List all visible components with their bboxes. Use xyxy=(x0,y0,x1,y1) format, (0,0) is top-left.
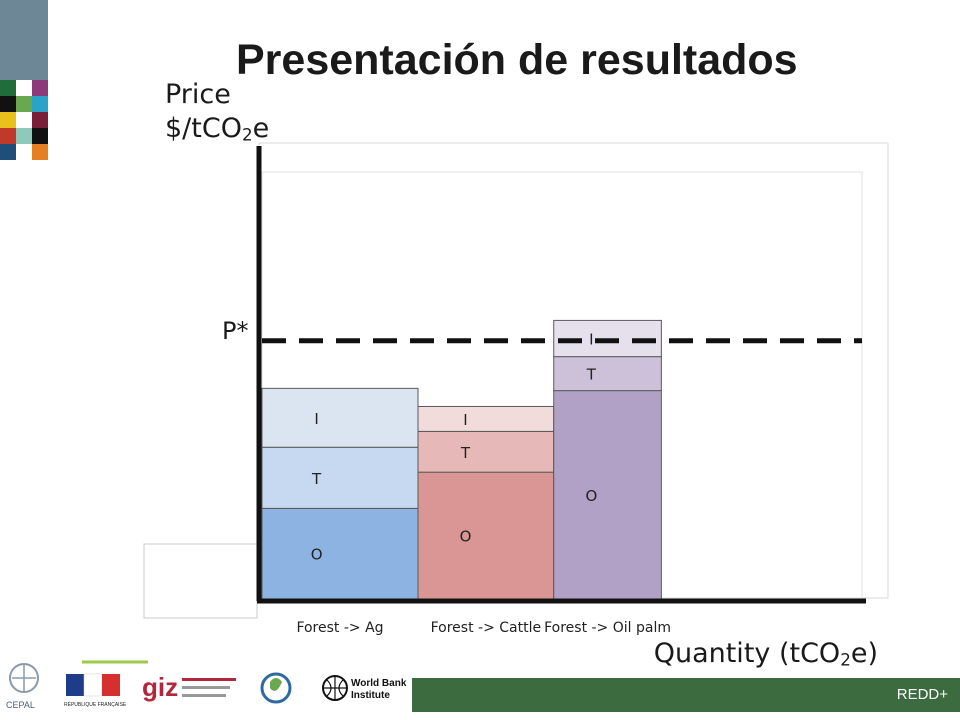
bar-segment-t-1 xyxy=(261,446,419,509)
y-axis-label: Price $/tCO2e xyxy=(165,78,269,151)
france-logo: RÉPUBLIQUE FRANÇAISE xyxy=(64,673,127,708)
bar-segment-t-2 xyxy=(417,430,555,473)
partner-logos: CEPAL RÉPUBLIQUE FRANÇAISE giz World Ban… xyxy=(6,660,407,710)
decorative-mosaic xyxy=(0,0,48,160)
bar-label-o-1: O xyxy=(311,546,323,564)
svg-text:World Bank: World Bank xyxy=(351,678,407,689)
bar-label-i-2: I xyxy=(463,411,467,429)
y-axis-label-line2: $/tCO2e xyxy=(165,113,270,145)
bar-segment-i-2 xyxy=(417,405,555,432)
footer-label: REDD+ xyxy=(896,686,948,703)
bar-label-t-2: T xyxy=(460,444,471,462)
svg-text:giz: giz xyxy=(142,672,178,702)
bar-segment-i-1 xyxy=(261,387,419,448)
bar-label-t-1: T xyxy=(311,470,322,488)
footer-bar: REDD+ xyxy=(412,678,960,712)
category-label-group: Forest -> Ag Forest -> Cattle Forest -> Oi… xyxy=(296,620,671,636)
bar-segment-o-1 xyxy=(261,507,419,600)
category-label-3: Forest -> Oil palm xyxy=(544,620,671,636)
y-axis-label-line1: Price xyxy=(165,79,231,110)
bar-segment-o-3 xyxy=(553,390,662,600)
category-label-2: Forest -> Cattle xyxy=(431,620,541,636)
svg-text:RÉPUBLIQUE FRANÇAISE: RÉPUBLIQUE FRANÇAISE xyxy=(64,701,127,708)
cepal-logo: CEPAL xyxy=(6,663,39,710)
bar-label-t-3: T xyxy=(586,366,597,384)
svg-text:Institute: Institute xyxy=(351,690,390,701)
slide-title: Presentación de resultados xyxy=(236,36,798,84)
bar-segment-o-2 xyxy=(417,471,555,600)
bar-label-i-1: I xyxy=(314,410,318,428)
svg-text:CEPAL: CEPAL xyxy=(6,700,35,710)
world-bank-institute-logo: World Bank Institute xyxy=(322,675,407,701)
bar-segment-t-3 xyxy=(553,356,662,392)
bar-label-o-3: O xyxy=(585,487,597,505)
category-label-1: Forest -> Ag xyxy=(296,620,383,636)
bar-label-i-3: I xyxy=(589,331,593,349)
bar-label-o-2: O xyxy=(460,528,472,546)
giz-logo: giz xyxy=(142,672,236,702)
price-line-label: P* xyxy=(222,317,248,345)
x-axis-label: Quantity (tCO2e) xyxy=(653,638,878,670)
fcpf-logo xyxy=(260,672,292,704)
